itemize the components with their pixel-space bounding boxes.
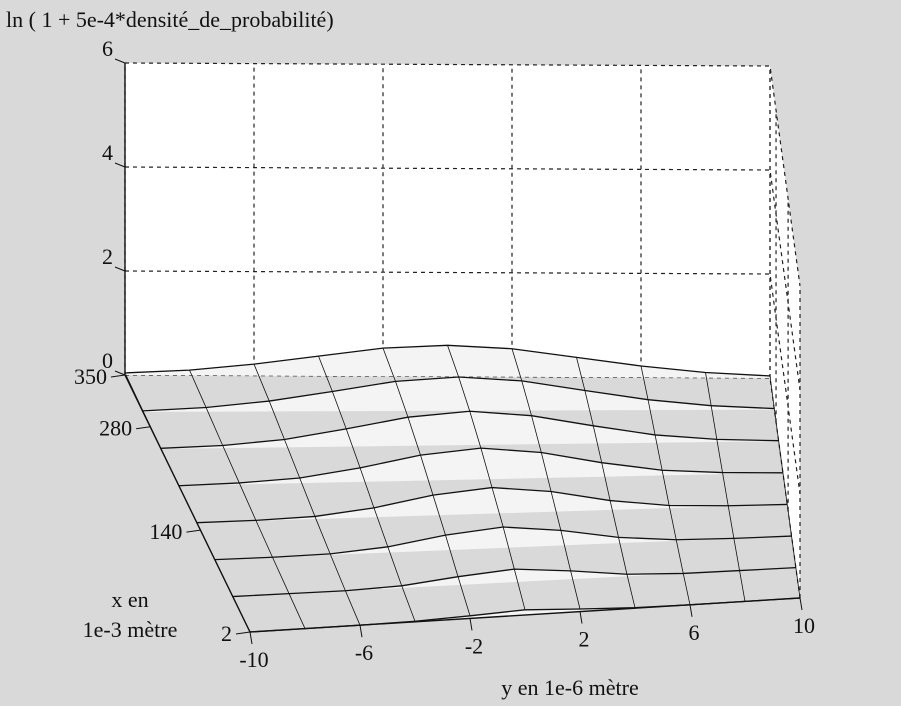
x-axis-label: 1e-3 mètre bbox=[83, 617, 178, 642]
x-tick bbox=[110, 374, 126, 378]
z-tick-label: 4 bbox=[102, 140, 113, 165]
surface-column bbox=[511, 348, 581, 610]
surface-fill bbox=[125, 345, 770, 378]
surface-fill bbox=[142, 376, 775, 412]
y-tick bbox=[799, 597, 803, 611]
x-tick-label: 140 bbox=[149, 519, 182, 544]
z-tick-label: 2 bbox=[102, 244, 113, 269]
surface-column bbox=[382, 347, 471, 616]
y-tick-label: 6 bbox=[689, 620, 700, 645]
z-tick bbox=[114, 162, 126, 168]
surface-fill bbox=[232, 567, 796, 597]
y-tick-label: -2 bbox=[465, 633, 483, 658]
back-wall bbox=[125, 63, 770, 378]
y-tick bbox=[359, 625, 363, 638]
x-tick-label: 280 bbox=[99, 416, 132, 441]
surface-column bbox=[576, 357, 636, 608]
surface-column bbox=[253, 364, 361, 626]
surface-column bbox=[769, 375, 801, 599]
y-tick-label: 2 bbox=[579, 627, 590, 652]
z-tick-label: 6 bbox=[102, 36, 113, 61]
surface-column bbox=[189, 369, 306, 629]
surface-column bbox=[447, 345, 526, 610]
y-tick bbox=[689, 604, 693, 617]
z-tick bbox=[114, 370, 126, 376]
grid-line bbox=[124, 166, 801, 391]
y-tick bbox=[469, 618, 473, 631]
surface-fill bbox=[214, 527, 792, 560]
chart-title: ln ( 1 + 5e-4*densité_de_probabilité) bbox=[6, 7, 334, 32]
x-axis-label: x en bbox=[111, 587, 148, 612]
surface-column bbox=[640, 365, 691, 605]
x-tick bbox=[235, 631, 251, 635]
right-wall bbox=[770, 66, 800, 598]
z-tick bbox=[114, 58, 126, 64]
surface-fill bbox=[178, 448, 783, 486]
y-tick bbox=[579, 611, 583, 624]
y-tick-label: 10 bbox=[793, 613, 815, 638]
y-tick-label: -6 bbox=[355, 640, 373, 665]
y-axis-label: y en 1e-6 mètre bbox=[501, 675, 638, 700]
y-tick bbox=[249, 631, 253, 645]
surface-fill bbox=[160, 411, 779, 449]
grid-line bbox=[124, 270, 801, 495]
x-tick-label: 350 bbox=[74, 364, 107, 389]
grid-line bbox=[124, 62, 801, 287]
z-tick-label: 0 bbox=[102, 348, 113, 373]
y-tick-label: -10 bbox=[239, 647, 268, 672]
x-tick bbox=[136, 426, 151, 430]
surface-column bbox=[318, 355, 416, 622]
x-tick bbox=[186, 529, 201, 533]
surface-fill bbox=[196, 487, 788, 523]
z-tick bbox=[114, 266, 126, 272]
x-tick-label: 2 bbox=[221, 621, 232, 646]
surface-column bbox=[705, 372, 746, 602]
